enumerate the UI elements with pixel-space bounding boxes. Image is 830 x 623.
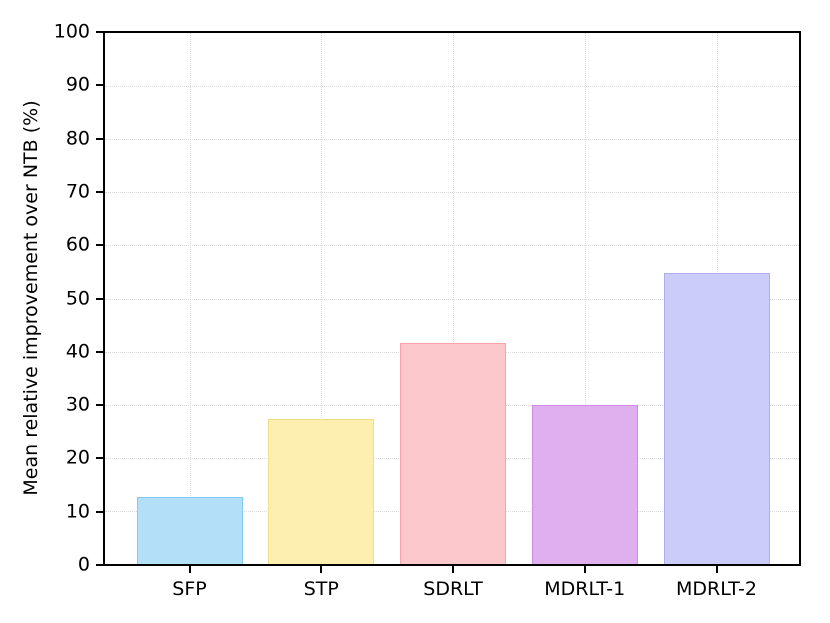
gridline-vertical: [584, 33, 586, 564]
y-tick-mark: [96, 350, 103, 353]
y-tick-label: 10: [65, 500, 90, 523]
x-tick-mark: [320, 566, 323, 573]
y-tick-mark: [96, 190, 103, 193]
y-tick-label: 40: [65, 340, 90, 363]
gridline-horizontal: [105, 139, 799, 141]
gridline-vertical: [189, 33, 191, 564]
bar-stp: [268, 419, 375, 564]
gridline-horizontal: [105, 86, 799, 88]
gridline-horizontal: [105, 298, 799, 300]
x-tick-mark: [583, 566, 586, 573]
y-tick-label: 60: [65, 233, 90, 256]
plot-area: [103, 31, 801, 566]
x-tick-mark: [452, 566, 454, 573]
y-tick-mark: [96, 510, 103, 513]
x-tick-label-mdrlt-2: MDRLT-2: [675, 578, 758, 600]
y-tick-label: 80: [65, 127, 90, 150]
gridline-vertical: [321, 33, 323, 564]
y-tick-mark: [96, 457, 103, 460]
gridline-horizontal: [105, 245, 799, 247]
y-tick-label: 100: [53, 20, 90, 43]
x-tick-label-sfp: SFP: [172, 578, 207, 600]
x-tick-label-sdrlt: SDRLT: [423, 578, 483, 600]
y-tick-label: 30: [65, 393, 90, 416]
bar-sfp: [136, 496, 243, 564]
y-tick-label: 50: [65, 287, 90, 309]
y-tick-mark: [96, 244, 103, 247]
y-tick-label: 70: [65, 180, 90, 203]
y-tick-mark: [96, 564, 103, 566]
y-tick-label: 20: [65, 446, 90, 469]
gridline-vertical: [453, 33, 454, 564]
y-tick-label: 0: [77, 553, 90, 576]
y-tick-label: 90: [65, 73, 90, 96]
y-tick-mark: [96, 84, 103, 87]
bar-mdrlt-1: [531, 405, 638, 564]
x-tick-label-mdrlt-1: MDRLT-1: [544, 578, 626, 600]
y-tick-mark: [96, 31, 103, 33]
y-tick-mark: [96, 297, 103, 300]
x-tick-mark: [188, 566, 191, 573]
y-tick-mark: [96, 404, 103, 407]
bar-mdrlt-2: [663, 273, 770, 564]
y-tick-mark: [96, 137, 103, 140]
x-tick-label-stp: STP: [303, 578, 339, 600]
gridline-horizontal: [105, 192, 799, 194]
bar-sdrlt: [400, 342, 506, 564]
x-tick-mark: [715, 566, 718, 573]
